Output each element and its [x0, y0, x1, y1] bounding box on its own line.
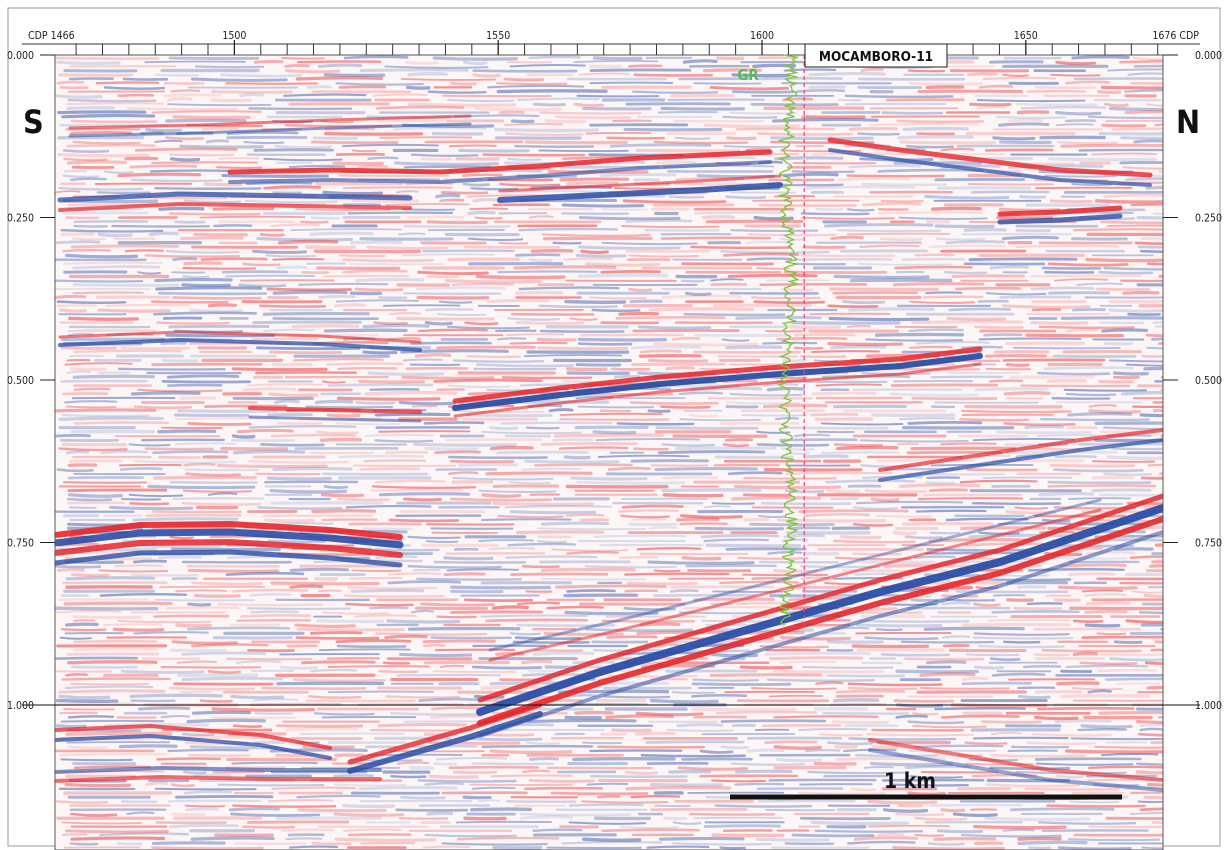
gr-log-curve [776, 54, 800, 626]
time-tick-label-left: 1.000 [7, 700, 34, 712]
plot-border [54, 54, 1164, 850]
well-name-label: MOCAMBORO-11 [819, 49, 933, 65]
time-tick-label-right: 0.250 [1195, 213, 1222, 225]
cdp-axis: 1500 1550 1600 1650 CDP 1466 1676 CDP [22, 30, 1200, 55]
cdp-end-label: 1676 CDP [1152, 30, 1199, 42]
time-tick-label-right: 0.500 [1195, 375, 1222, 387]
time-tick-label-right: 0.750 [1195, 538, 1222, 550]
cdp-tick-labels: 1500 1550 1600 1650 [222, 30, 1038, 55]
time-tick-label-left: 0.500 [7, 375, 34, 387]
seismic-image-background [55, 55, 1163, 850]
well-name-box [804, 43, 948, 68]
cdp-start-label: CDP 1466 [28, 30, 75, 42]
seismic-reflectors [55, 114, 1163, 792]
time-tick-label-right: 0.000 [1195, 50, 1222, 62]
scale-bar: 1 km [730, 769, 1122, 800]
time-tick-label-left: 0.000 [7, 50, 34, 62]
north-direction-label: N [1176, 103, 1200, 141]
time-tick-label-left: 0.250 [7, 213, 34, 225]
cdp-tick-label: 1500 [222, 30, 246, 42]
gr-log-label: GR [737, 66, 759, 84]
south-direction-label: S [23, 103, 44, 141]
time-axis: 0.000 0.000 0.250 0.250 0.500 0.500 0.750 0.750… [7, 50, 1222, 712]
well-mocamboro-11: GR MOCAMBORO-11 [737, 43, 948, 627]
cdp-minor-ticks [75, 44, 1159, 55]
cdp-tick-label: 1650 [1014, 30, 1038, 42]
scale-bar-label: 1 km [884, 769, 936, 793]
time-tick-label-left: 0.750 [7, 538, 34, 550]
cdp-tick-label: 1600 [750, 30, 774, 42]
cdp-tick-label: 1550 [486, 30, 510, 42]
time-tick-label-right: 1.000 [1195, 700, 1222, 712]
seismic-background-texture [55, 55, 1163, 850]
